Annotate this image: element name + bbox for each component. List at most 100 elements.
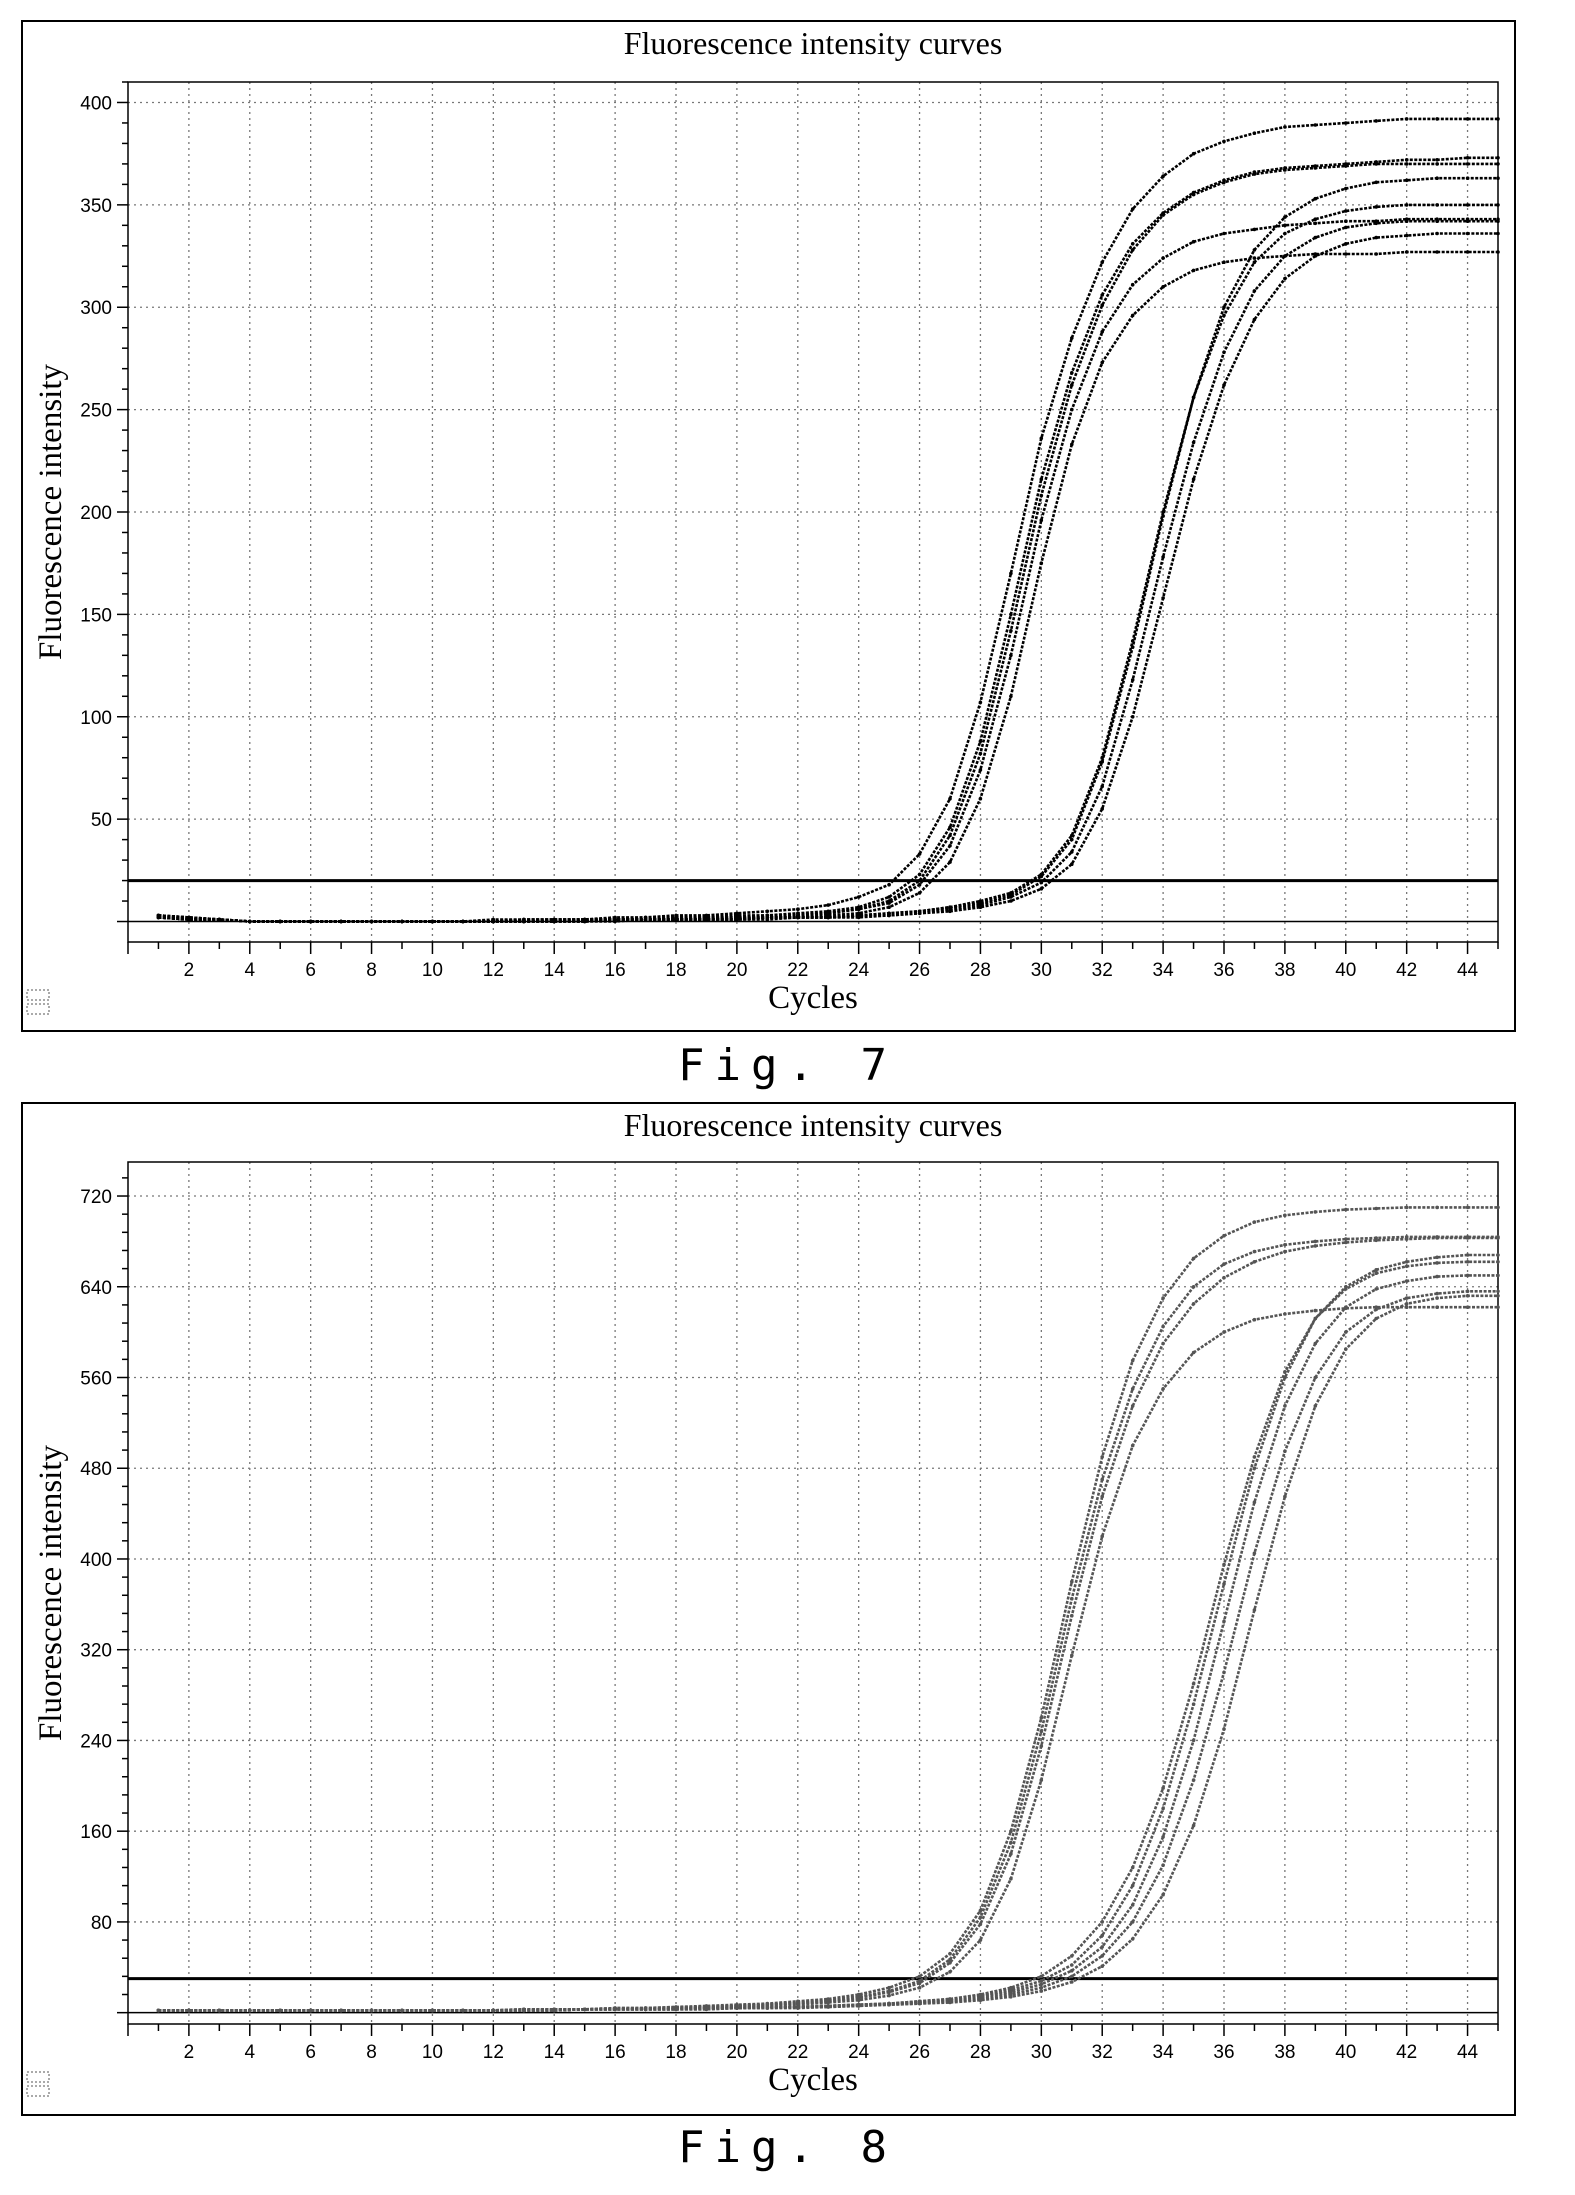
series-7-point	[1374, 221, 1378, 226]
series-group	[156, 1205, 1500, 2013]
series-8-point	[1100, 807, 1104, 811]
series-7-point	[1039, 1985, 1044, 1990]
series-3-point	[948, 1970, 952, 1974]
series-9-point	[582, 2007, 587, 2012]
x-tick-label: 32	[1092, 960, 1113, 981]
series-4-point	[948, 860, 952, 864]
series-7-point	[1039, 880, 1044, 885]
series-9-point	[430, 2008, 435, 2013]
series-9-point	[1465, 1260, 1470, 1264]
corner-marker	[26, 989, 50, 1001]
series-4-point	[1070, 442, 1074, 447]
series-4-point	[1009, 1840, 1013, 1845]
series-5-point	[1039, 493, 1044, 498]
series-9-point	[1435, 1261, 1439, 1265]
series-6-point	[1252, 260, 1257, 264]
series-9-point	[400, 2008, 404, 2013]
series-2-point	[1283, 1249, 1287, 1254]
series-2-point	[1039, 477, 1044, 482]
series-1-point	[1161, 1296, 1165, 1300]
series-2-point	[1404, 158, 1409, 162]
series-3-point	[1222, 1330, 1226, 1334]
series-9-point	[1344, 1287, 1348, 1291]
series-7-point	[1313, 235, 1318, 240]
series-3-point	[948, 844, 952, 848]
series-2-point	[1222, 1275, 1226, 1280]
series-9-point	[217, 917, 222, 922]
y-axis-title: Fluorescence intensity	[33, 364, 69, 661]
series-6-point	[1465, 1273, 1470, 1278]
series-9-point	[735, 2006, 739, 2010]
x-tick-label: 44	[1457, 960, 1479, 981]
chart-title: Fluorescence intensity curves	[624, 25, 1003, 61]
x-tick-label: 16	[605, 960, 626, 981]
y-tick-label: 250	[80, 401, 112, 422]
series-8-point	[1130, 715, 1135, 719]
series-6-point	[1313, 1341, 1318, 1346]
series-6-point	[1374, 205, 1378, 209]
series-5-point	[917, 878, 922, 883]
series-7-point	[1435, 219, 1439, 223]
series-9-point	[1404, 1264, 1409, 1269]
series-1-point	[1222, 1233, 1226, 1238]
series-6-point	[1344, 1305, 1348, 1309]
series-5-point	[1130, 248, 1135, 252]
series-9-point	[613, 917, 617, 922]
series-9-point	[187, 917, 191, 922]
corner-marker	[26, 2071, 50, 2083]
series-2-point	[1100, 1494, 1104, 1499]
y-axis-ticks	[117, 1177, 128, 2014]
y-tick-label: 560	[80, 1369, 112, 1390]
series-9-point	[643, 2007, 648, 2012]
series-3-point	[856, 1998, 861, 2002]
series-4-point	[1344, 252, 1348, 256]
series-9-point	[1283, 1370, 1287, 1374]
x-tick-label: 44	[1457, 2042, 1479, 2063]
series-7-point	[1496, 219, 1500, 223]
series-8-point	[1070, 862, 1074, 866]
series-line-2	[158, 1236, 1498, 2012]
series-9-point	[1465, 176, 1470, 180]
series-1-point	[1283, 1213, 1287, 1218]
series-line-7	[158, 219, 1498, 923]
series-9-point	[1496, 176, 1500, 180]
series-9-point	[1222, 1562, 1226, 1567]
series-5-point	[1313, 166, 1318, 170]
figure-8-caption: Fig. 8	[678, 2122, 897, 2173]
series-8-point	[1191, 1823, 1196, 1828]
series-5-point	[1374, 162, 1378, 166]
x-axis-title: Cycles	[768, 2062, 858, 2098]
series-3-point	[1283, 223, 1287, 228]
series-8-point	[948, 2000, 952, 2005]
series-8-point	[1374, 1316, 1378, 1321]
series-5-point	[1252, 172, 1257, 176]
x-axis-title: Cycles	[768, 980, 858, 1016]
series-1-point	[1344, 121, 1348, 125]
series-2-point	[1496, 156, 1500, 160]
x-tick-label: 18	[665, 2042, 686, 2063]
series-1-point	[887, 1985, 891, 1990]
y-tick-label: 100	[80, 708, 112, 729]
series-5-point	[1161, 213, 1165, 217]
corner-marker	[26, 1003, 50, 1015]
series-8-point	[1496, 1294, 1500, 1298]
series-1-point	[1039, 1716, 1044, 1720]
series-8-point	[1252, 1608, 1257, 1612]
series-4-point	[1161, 1324, 1165, 1329]
series-9-point	[308, 2008, 313, 2013]
series-5-point	[948, 833, 952, 838]
series-3-point	[1100, 330, 1104, 334]
series-8-point	[1009, 1995, 1013, 1999]
series-1-point	[1009, 1829, 1013, 1833]
series-9-point	[1344, 186, 1348, 191]
series-4-point	[1222, 260, 1226, 264]
series-4-point	[978, 796, 983, 801]
series-9-point	[735, 917, 739, 922]
x-tick-label: 34	[1153, 960, 1175, 981]
series-1-point	[1496, 1205, 1500, 1210]
y-tick-label: 480	[80, 1459, 112, 1480]
series-2-point	[1191, 1302, 1196, 1306]
series-1-point	[1070, 336, 1074, 340]
series-5-point	[1191, 192, 1196, 197]
series-9-point	[1100, 1920, 1104, 1924]
